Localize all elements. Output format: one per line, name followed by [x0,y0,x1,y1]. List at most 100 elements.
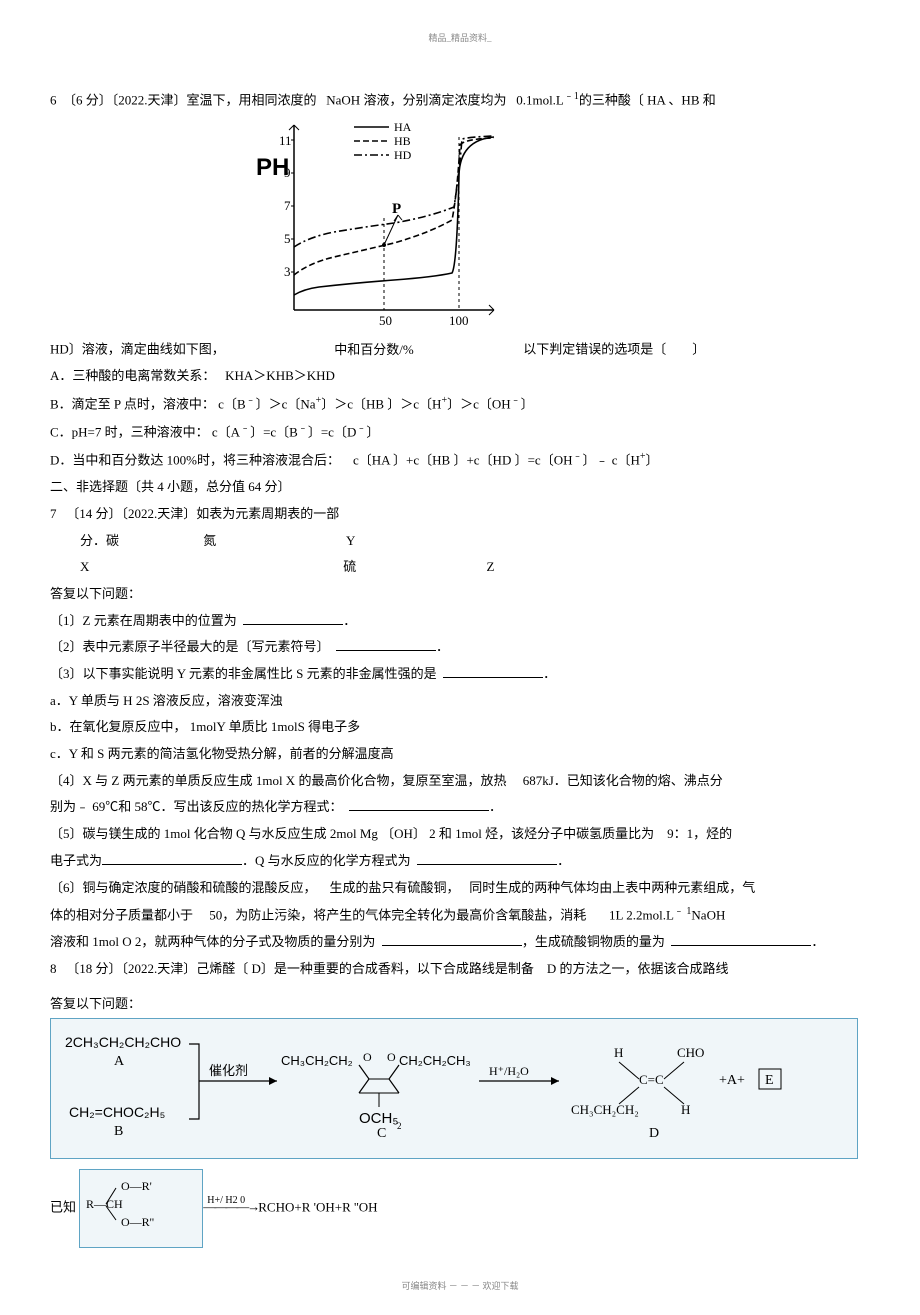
q7-p6-5: 50，为防止污染，将产生的气体完全转化为最高价含氧酸盐，消耗 [209,908,586,923]
svg-text:+A+: +A+ [719,1073,745,1088]
diag-A: 2CH₃CH₂CH₂CHO [65,1034,181,1050]
q7-r1a: 分．碳 [80,529,200,554]
q7-p6-2: 生成的盐只有硫酸铜， [330,880,460,895]
q7-pb: b．在氧化复原反应中， 1molY 单质比 1molS 得电子多 [50,715,870,740]
q7-p1-text: 〔1〕Z 元素在周期表中的位置为 [50,613,237,628]
svg-text:HB: HB [394,134,411,148]
blank [336,636,436,651]
q7-p6-9: ，生成硫酸铜物质的量为 [522,934,665,949]
q7-p3: 〔3〕以下事实能说明 Y 元素的非金属性比 S 元素的非金属性强的是 ． [50,662,870,687]
q6-optC-1: C．pH=7 时，三种溶液中： c〔A [50,425,240,440]
q7-p2: 〔2〕表中元素原子半径最大的是〔写元素符号〕 ． [50,635,870,660]
q7-p5-4: ．Q 与水反应的化学方程式为 [242,853,411,868]
q7-p5: 〔5〕碳与镁生成的 1mol 化合物 Q 与水反应生成 2mol Mg 〔OH〕… [50,822,870,847]
known-product: RCHO+R 'OH+R ''OH [258,1199,377,1214]
svg-text:P: P [392,201,401,217]
q7-pa: a．Y 单质与 H 2S 溶液反应，溶液变浑浊 [50,689,870,714]
svg-text:CHO: CHO [677,1045,704,1060]
known-formula-diagram: O—R' R—CH O—R'' [79,1169,203,1248]
q7-r1b: 氮 [203,529,343,554]
q7-r2a: X [80,555,340,580]
q6-optD-1: D．当中和百分数达 100%时，将三种溶液混合后： [50,453,340,468]
q7-p6-end: ． [811,934,824,949]
known-label: 已知 [50,1199,76,1214]
q7-p3-end: ． [543,666,556,681]
q7-p6-8: 溶液和 1mol O 2，就两种气体的分子式及物质的量分别为 [50,934,375,949]
page-header: 精品_精品资料_ [50,30,870,47]
svg-text:E: E [765,1073,774,1088]
q6-optC: C．pH=7 时，三种溶液中： c〔A﹣〕=c〔B﹣〕=c〔D﹣〕 [50,419,870,445]
q7-r1c: Y [346,533,355,548]
q7-p4-3: 别为﹣ 69℃和 58℃．写出该反应的热化学方程式： [50,799,343,814]
q7-p4: 〔4〕X 与 Z 两元素的单质反应生成 1mol X 的最高价化合物，复原至室温… [50,769,870,794]
q7-p6c: 溶液和 1mol O 2，就两种气体的分子式及物质的量分别为 ，生成硫酸铜物质的… [50,930,870,955]
q7-stem: 7 〔14 分〕〔2022.天津〕如表为元素周期表的一部 [50,502,870,527]
svg-text:O: O [363,1050,372,1064]
q6-optD-2: c〔HA 〕+c〔HB 〕+c〔HD 〕=c〔OH [353,453,573,468]
svg-text:C=C: C=C [639,1072,664,1087]
arrow-cond: H+/ H2 0 [207,1191,245,1210]
svg-text:100: 100 [449,313,469,328]
q7-p4-1: 〔4〕X 与 Z 两元素的单质反应生成 1mol X 的最高价化合物，复原至室温… [50,773,506,788]
svg-text:2: 2 [397,1121,402,1131]
q7-p4b: 别为﹣ 69℃和 58℃．写出该反应的热化学方程式： ． [50,795,870,820]
graph-xlabel: 中和百分数/% [234,338,514,363]
svg-text:50: 50 [379,313,392,328]
q7-p5-3: 电子式为 [50,853,102,868]
q7-r2b: 硫 [343,555,483,580]
q8-answer-label: 答复以下问题： [50,992,870,1017]
svg-text:催化剂: 催化剂 [209,1063,248,1078]
svg-text:C: C [377,1126,386,1139]
q7-p6b: 体的相对分子质量都小于 50，为防止污染，将产生的气体完全转化为最高价含氧酸盐，… [50,902,870,928]
section2-heading: 二、非选择题〔共 4 小题，总分值 64 分〕 [50,475,870,500]
q7-number: 7 [50,506,57,521]
q6-optB-1: B．滴定至 P 点时，溶液中： c〔B [50,397,246,412]
q7-p1-end: ． [343,613,356,628]
q7-table-row2: X 硫 Z [80,555,870,580]
q7-answer-label: 答复以下问题： [50,582,870,607]
q7-p6-1: 〔6〕铜与确定浓度的硝酸和硫酸的混酸反应， [50,880,317,895]
svg-text:5: 5 [284,231,291,246]
q6-number: 6 [50,92,57,107]
q6-optB: B．滴定至 P 点时，溶液中： c〔B﹣〕＞c〔Na+〕＞c〔HB 〕＞c〔H+… [50,391,870,417]
q8-prefix: 〔18 分〕〔2022.天津〕己烯醛〔 D〕是一种重要的合成香料，以下合成路线是… [66,961,534,976]
q6-optB-2: 〕＞c〔Na [256,397,316,412]
q7-p2-text: 〔2〕表中元素原子半径最大的是〔写元素符号〕 [50,639,330,654]
q6-prefix: 〔6 分〕〔2022.天津〕室温下，用相同浓度的 [63,92,317,107]
svg-text:CH₂=CHOC₂H₅: CH₂=CHOC₂H₅ [69,1104,165,1120]
q6-line2-pre: HD〕溶液，滴定曲线如下图， [50,342,225,357]
q7-p2-end: ． [436,639,449,654]
q6-optB-3: 〕＞c〔HB 〕＞c〔H [321,397,441,412]
q7-p3-text: 〔3〕以下事实能说明 Y 元素的非金属性比 S 元素的非金属性强的是 [50,666,437,681]
blank [243,610,343,625]
svg-text:O—R'': O—R'' [121,1215,154,1229]
q6-stem: 6 〔6 分〕〔2022.天津〕室温下，用相同浓度的 NaOH 溶液，分别滴定浓… [50,87,870,113]
q8-mid: D 的方法之一，依据该合成路线 [547,961,729,976]
blank [671,931,811,946]
q6-optB-5: 〕 [521,397,534,412]
svg-text:CH₂CH₂CH₃: CH₂CH₂CH₃ [399,1053,471,1068]
svg-text:H: H [614,1045,623,1060]
svg-text:O: O [387,1050,396,1064]
q7-p6: 〔6〕铜与确定浓度的硝酸和硫酸的混酸反应， 生成的盐只有硫酸铜， 同时生成的两种… [50,876,870,901]
q6-optA-val: KHA＞KHB＞KHD [225,368,335,383]
svg-text:O—R': O—R' [121,1179,152,1193]
q8-known: 已知 O—R' R—CH O—R'' H+/ H2 0 ————→ RCHO+R… [50,1169,870,1248]
blank [417,850,557,865]
q6-optA: A．三种酸的电离常数关系： KHA＞KHB＞KHD [50,364,870,389]
q7-p5-1: 〔5〕碳与镁生成的 1mol 化合物 Q 与水反应生成 2mol Mg 〔OH〕… [50,826,654,841]
svg-text:HD: HD [394,148,412,162]
svg-text:7: 7 [284,198,291,213]
svg-text:R—CH: R—CH [86,1197,123,1211]
svg-text:11: 11 [279,133,292,148]
q7-p6-6: 1L 2.2mol.L [609,908,674,923]
q6-optB-4: 〕＞c〔OH [447,397,511,412]
q7-p1: 〔1〕Z 元素在周期表中的位置为 ． [50,609,870,634]
page-footer: 可编辑资料 － － － 欢迎下载 [50,1278,870,1295]
q6-optA-label: A．三种酸的电离常数关系： [50,368,215,383]
svg-text:CH₃CH₂CH₂: CH₃CH₂CH₂ [571,1102,639,1117]
svg-text:H⁺/H₂O: H⁺/H₂O [489,1064,529,1078]
q7-r2c: Z [487,559,495,574]
q7-p5b: 电子式为．Q 与水反应的化学方程式为 ． [50,849,870,874]
svg-text:H: H [681,1102,690,1117]
